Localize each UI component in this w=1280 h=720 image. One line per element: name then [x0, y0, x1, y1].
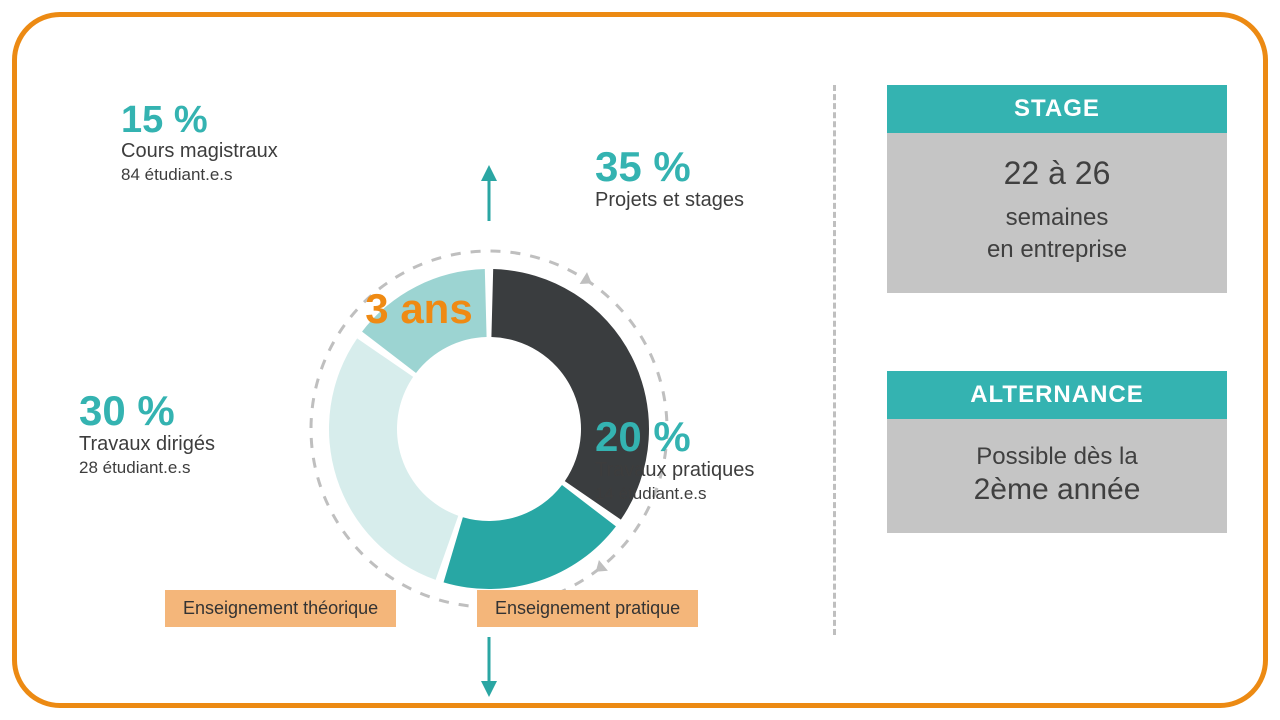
main-frame: STAGE 22 à 26 semainesen entreprise ALTE… [12, 12, 1268, 708]
sub-cm: 84 étudiant.e.s [121, 165, 278, 185]
card-alternance: ALTERNANCE Possible dès la 2ème année [887, 371, 1227, 533]
card-stage-big: 22 à 26 [905, 155, 1209, 192]
card-alternance-head: ALTERNANCE [887, 371, 1227, 419]
pct-projets: 35 % [595, 143, 744, 191]
label-projets: 35 % Projets et stages [595, 143, 744, 212]
card-alternance-body: Possible dès la 2ème année [887, 419, 1227, 533]
card-alternance-text: Possible dès la [905, 441, 1209, 473]
sub-tp: 14 étudiant.e.s [595, 484, 754, 504]
title-cm: Cours magistraux [121, 140, 278, 163]
vertical-separator [833, 85, 836, 635]
card-stage: STAGE 22 à 26 semainesen entreprise [887, 85, 1227, 293]
title-tp: Travaux pratiques [595, 459, 754, 482]
slice-td [329, 338, 458, 579]
card-stage-text: semainesen entreprise [905, 202, 1209, 267]
label-td: 30 % Travaux dirigés 28 étudiant.e.s [79, 387, 215, 478]
badge-pratique: Enseignement pratique [477, 590, 698, 627]
card-stage-head: STAGE [887, 85, 1227, 133]
pct-cm: 15 % [121, 99, 278, 142]
title-projets: Projets et stages [595, 189, 744, 212]
donut-chart: 3 ans [259, 149, 579, 469]
label-cm: 15 % Cours magistraux 84 étudiant.e.s [121, 99, 278, 185]
pct-tp: 20 % [595, 413, 754, 461]
slice-tp [444, 485, 616, 589]
pct-td: 30 % [79, 387, 215, 435]
label-tp: 20 % Travaux pratiques 14 étudiant.e.s [595, 413, 754, 504]
donut-center-label: 3 ans [365, 285, 472, 333]
sub-td: 28 étudiant.e.s [79, 458, 215, 478]
badge-theorique: Enseignement théorique [165, 590, 396, 627]
title-td: Travaux dirigés [79, 433, 215, 456]
card-stage-body: 22 à 26 semainesen entreprise [887, 133, 1227, 293]
card-alternance-bold: 2ème année [905, 473, 1209, 507]
